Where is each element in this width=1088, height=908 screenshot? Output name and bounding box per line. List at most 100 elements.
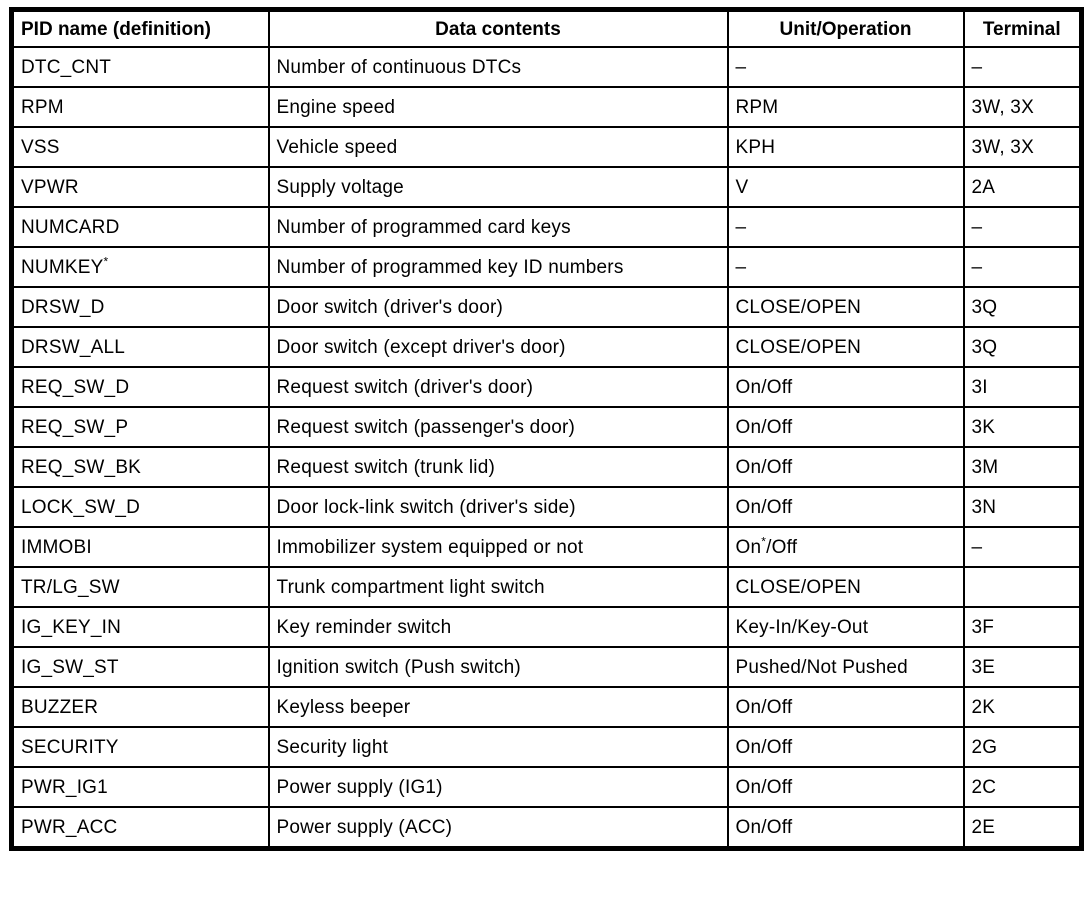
terminal-text: 3N xyxy=(971,496,997,518)
cell-pid-name: IMMOBI xyxy=(10,526,270,568)
table-row: REQ_SW_D Request switch (driver's door) On… xyxy=(10,366,1083,408)
column-header-data-contents: Data contents xyxy=(267,8,729,48)
unit-operation-text: – xyxy=(735,56,747,78)
cell-terminal: 3Q xyxy=(962,326,1083,368)
cell-pid-name: TR/LG_SW xyxy=(10,566,270,608)
unit-operation-text: – xyxy=(735,216,747,238)
cell-pid-name: REQ_SW_D xyxy=(10,366,270,408)
cell-data-contents: Keyless beeper xyxy=(267,686,729,728)
cell-unit-operation: Key-In/Key-Out xyxy=(726,606,965,648)
pid-name-text: BUZZER xyxy=(21,696,99,718)
pid-name-text: VPWR xyxy=(21,176,79,198)
cell-pid-name: DRSW_D xyxy=(10,286,270,328)
cell-pid-name: RPM xyxy=(10,86,270,128)
cell-terminal: – xyxy=(962,526,1083,568)
cell-data-contents: Supply voltage xyxy=(267,166,729,208)
cell-unit-operation: Pushed/Not Pushed xyxy=(726,646,965,688)
cell-terminal: – xyxy=(962,46,1083,88)
cell-data-contents: Number of programmed card keys xyxy=(267,206,729,248)
table-row: LOCK_SW_D Door lock-link switch (driver's… xyxy=(10,486,1083,528)
unit-operation-text: On/Off xyxy=(735,816,793,838)
data-contents-text: Power supply (ACC) xyxy=(276,816,453,838)
data-contents-text: Ignition switch (Push switch) xyxy=(276,656,521,678)
data-contents-text: Key reminder switch xyxy=(276,616,452,638)
terminal-text: 2E xyxy=(971,816,996,838)
cell-unit-operation: CLOSE/OPEN xyxy=(726,566,965,608)
cell-unit-operation: On/Off xyxy=(726,686,965,728)
cell-terminal: 3I xyxy=(962,366,1083,408)
data-contents-text: Door switch (except driver's door) xyxy=(276,336,566,358)
data-contents-text: Number of programmed card keys xyxy=(276,216,571,238)
unit-operation-text: CLOSE/OPEN xyxy=(735,336,862,358)
table-body: DTC_CNT Number of continuous DTCs – – RPM Eng… xyxy=(10,46,1083,850)
unit-operation-text: On xyxy=(735,536,762,558)
table-row: RPM Engine speed RPM 3W, 3X xyxy=(10,86,1083,128)
pid-name-text: PWR_ACC xyxy=(21,816,118,838)
data-contents-text: Immobilizer system equipped or not xyxy=(276,536,584,558)
data-contents-text: Trunk compartment light switch xyxy=(276,576,545,598)
cell-pid-name: BUZZER xyxy=(10,686,270,728)
terminal-text: 3E xyxy=(971,656,996,678)
unit-operation-text: On/Off xyxy=(735,776,793,798)
cell-pid-name: REQ_SW_BK xyxy=(10,446,270,488)
pid-name-text: IG_SW_ST xyxy=(21,656,119,678)
terminal-text: 2G xyxy=(971,736,998,758)
data-contents-text: Door lock-link switch (driver's side) xyxy=(276,496,576,518)
pid-name-text: DRSW_D xyxy=(21,296,105,318)
cell-terminal: 3W, 3X xyxy=(962,86,1083,128)
unit-operation-text: RPM xyxy=(735,96,779,118)
unit-operation-text: On/Off xyxy=(735,696,793,718)
cell-unit-operation: CLOSE/OPEN xyxy=(726,286,965,328)
unit-operation-text: V xyxy=(735,176,749,198)
data-contents-text: Vehicle speed xyxy=(276,136,398,158)
cell-pid-name: SECURITY xyxy=(10,726,270,768)
terminal-text: 3K xyxy=(971,416,996,438)
terminal-text: – xyxy=(971,256,983,278)
cell-pid-name: NUMCARD xyxy=(10,206,270,248)
cell-terminal: – xyxy=(962,246,1083,288)
cell-data-contents: Door lock-link switch (driver's side) xyxy=(267,486,729,528)
cell-terminal: – xyxy=(962,206,1083,248)
data-contents-text: Request switch (passenger's door) xyxy=(276,416,576,438)
pid-asterisk-marker: * xyxy=(103,254,109,269)
cell-data-contents: Vehicle speed xyxy=(267,126,729,168)
column-header-unit-operation: Unit/Operation xyxy=(726,8,965,48)
cell-terminal: 3M xyxy=(962,446,1083,488)
table-row: NUMCARD Number of programmed card keys – – xyxy=(10,206,1083,248)
cell-unit-operation: On/Off xyxy=(726,766,965,808)
cell-terminal: 2G xyxy=(962,726,1083,768)
table-row: DTC_CNT Number of continuous DTCs – – xyxy=(10,46,1083,88)
cell-terminal: 3Q xyxy=(962,286,1083,328)
cell-data-contents: Key reminder switch xyxy=(267,606,729,648)
table-header-row: PID name (definition) Data contents Unit… xyxy=(10,8,1083,48)
unit-operation-text: On/Off xyxy=(735,376,793,398)
cell-pid-name: VPWR xyxy=(10,166,270,208)
unit-operation-text: On/Off xyxy=(735,456,793,478)
cell-data-contents: Engine speed xyxy=(267,86,729,128)
cell-unit-operation: On*/Off xyxy=(726,526,965,568)
cell-terminal: 2C xyxy=(962,766,1083,808)
pid-name-text: TR/LG_SW xyxy=(21,576,120,598)
table-row: PWR_IG1 Power supply (IG1) On/Off 2C xyxy=(10,766,1083,808)
cell-data-contents: Number of programmed key ID numbers xyxy=(267,246,729,288)
unit-operation-text: CLOSE/OPEN xyxy=(735,296,862,318)
unit-operation-text: KPH xyxy=(735,136,776,158)
cell-unit-operation: – xyxy=(726,206,965,248)
cell-unit-operation: On/Off xyxy=(726,486,965,528)
terminal-text: 3W, 3X xyxy=(971,136,1034,158)
terminal-text: – xyxy=(971,216,983,238)
table-row: PWR_ACC Power supply (ACC) On/Off 2E xyxy=(10,806,1083,850)
cell-data-contents: Ignition switch (Push switch) xyxy=(267,646,729,688)
cell-data-contents: Immobilizer system equipped or not xyxy=(267,526,729,568)
cell-terminal: 3K xyxy=(962,406,1083,448)
terminal-text: – xyxy=(971,56,983,78)
cell-terminal: 2K xyxy=(962,686,1083,728)
terminal-text: 3Q xyxy=(971,296,998,318)
unit-operation-text-suffix: /Off xyxy=(766,536,798,558)
terminal-text: – xyxy=(971,536,983,558)
data-contents-text: Keyless beeper xyxy=(276,696,411,718)
cell-unit-operation: On/Off xyxy=(726,446,965,488)
pid-name-text: IMMOBI xyxy=(21,536,92,558)
cell-terminal xyxy=(962,566,1083,608)
cell-data-contents: Request switch (trunk lid) xyxy=(267,446,729,488)
